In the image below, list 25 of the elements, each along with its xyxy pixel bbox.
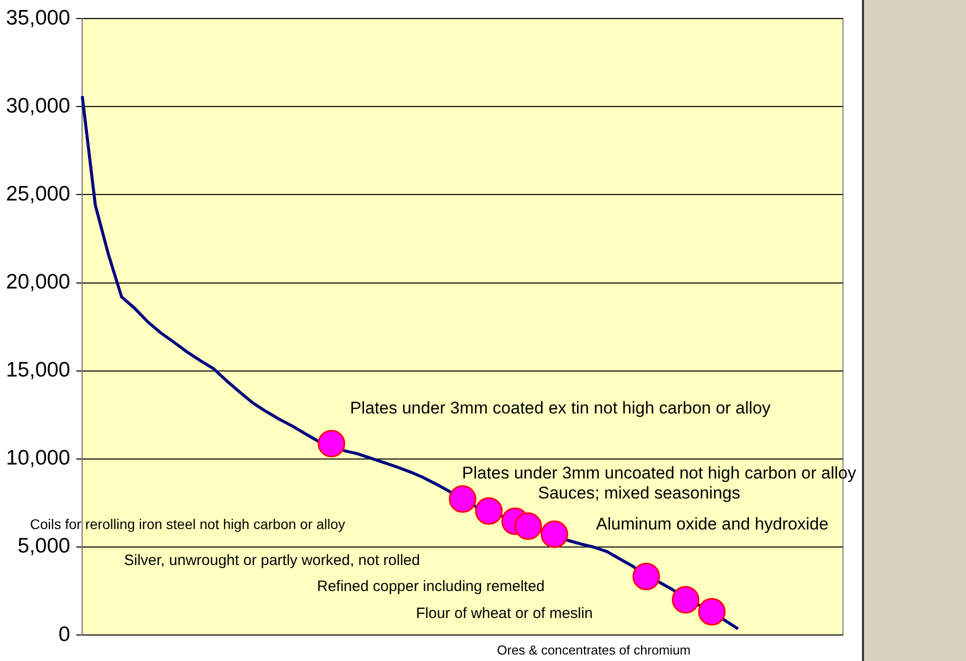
point bbox=[698, 598, 726, 626]
y-tick-label: 10,000 bbox=[6, 446, 70, 470]
y-tick-label: 25,000 bbox=[6, 182, 70, 206]
y-tick-label: 35,000 bbox=[6, 6, 70, 30]
annotation: Silver, unwrought or partly worked, not rolled bbox=[124, 552, 420, 570]
point bbox=[448, 485, 476, 513]
annotation: Flour of wheat or of meslin bbox=[416, 605, 593, 622]
y-tick-label: 15,000 bbox=[6, 358, 70, 382]
point bbox=[318, 430, 346, 458]
y-tick-label: 0 bbox=[58, 622, 70, 646]
point bbox=[514, 512, 542, 540]
y-tick-label: 30,000 bbox=[6, 94, 70, 118]
annotation: Aluminum oxide and hydroxide bbox=[596, 514, 828, 534]
point bbox=[475, 497, 503, 525]
y-tick-label: 20,000 bbox=[6, 270, 70, 294]
point bbox=[632, 562, 660, 590]
annotation: Plates under 3mm uncoated not high carbon or alloy bbox=[462, 464, 857, 483]
point bbox=[672, 586, 700, 614]
annotation: Coils for rerolling iron steel not high carbon or alloy bbox=[30, 516, 346, 532]
annotation: Sauces; mixed seasonings bbox=[538, 484, 740, 503]
point bbox=[540, 520, 568, 548]
annotation: Refined copper including remelted bbox=[317, 578, 545, 596]
y-tick-label: 5,000 bbox=[18, 534, 70, 558]
text: Ores & concentrates of chromium bbox=[497, 642, 691, 658]
annotation: Plates under 3mm coated ex tin not high carbon or alloy bbox=[350, 398, 772, 418]
